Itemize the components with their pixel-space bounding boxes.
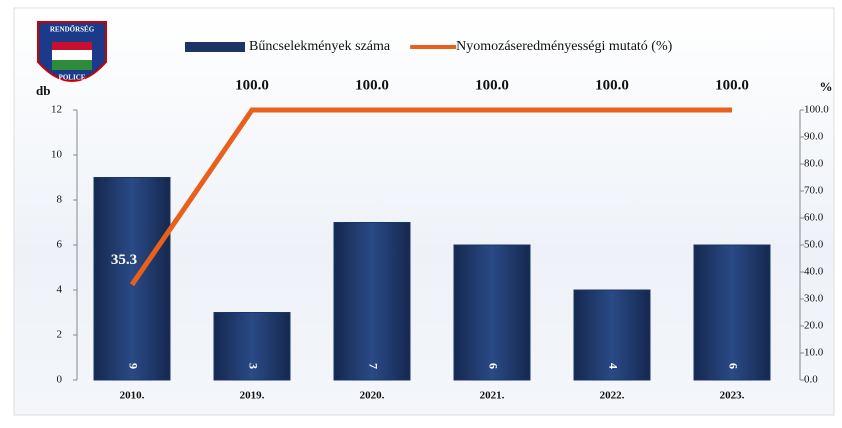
y2-tick-label: 70.0 xyxy=(804,185,824,197)
y-tick-label: 2 xyxy=(57,329,63,341)
line-value-label: 100.0 xyxy=(235,77,269,93)
x-tick-label: 2019. xyxy=(240,390,265,402)
bar xyxy=(213,312,291,381)
x-tick-label: 2023. xyxy=(720,390,745,402)
line-value-label: 100.0 xyxy=(355,77,389,93)
bar xyxy=(573,289,651,381)
bar-value-label: 4 xyxy=(606,363,620,369)
logo-text: POLICE xyxy=(59,74,86,82)
y-tick-label: 0 xyxy=(57,374,63,386)
y-tick-label: 8 xyxy=(57,194,63,206)
bar xyxy=(693,244,771,381)
y-tick-label: 4 xyxy=(57,284,63,296)
line-value-label: 35.3 xyxy=(111,252,137,268)
bar xyxy=(333,222,411,381)
line xyxy=(129,107,732,287)
bar-value-label: 6 xyxy=(486,363,500,369)
x-tick-label: 2020. xyxy=(360,390,385,402)
bar-value-label: 6 xyxy=(726,363,740,369)
y-axis-label: db xyxy=(36,83,50,98)
x-tick-label: 2010. xyxy=(120,390,145,402)
line-value-label: 100.0 xyxy=(475,77,509,93)
legend-swatch xyxy=(410,45,457,49)
y2-tick-label: 100.0 xyxy=(804,104,829,116)
x-tick-label: 2022. xyxy=(600,390,625,402)
legend-swatch xyxy=(185,42,245,52)
bar-value-label: 9 xyxy=(126,363,140,369)
y2-tick-label: 90.0 xyxy=(804,131,824,143)
y2-axis-label: % xyxy=(820,79,833,94)
y2-tick-label: 80.0 xyxy=(804,158,824,170)
bar-value-label: 3 xyxy=(246,363,260,369)
y2-tick-label: 30.0 xyxy=(804,293,824,305)
line-value-label: 100.0 xyxy=(715,77,749,93)
y-tick-label: 6 xyxy=(57,239,63,251)
logo-text: RENDŐRSÉG xyxy=(50,26,95,34)
y2-tick-label: 10.0 xyxy=(804,347,824,359)
legend-label: Bűncselekmények száma xyxy=(249,39,391,54)
bar xyxy=(453,244,531,381)
legend-label: Nyomozáseredményességi mutató (%) xyxy=(456,39,672,54)
y2-tick-label: 20.0 xyxy=(804,320,824,332)
y2-tick-label: 40.0 xyxy=(804,266,824,278)
logo: RENDŐRSÉG POLICE xyxy=(37,21,107,82)
y2-tick-label: 50.0 xyxy=(804,239,824,251)
bar xyxy=(93,177,171,381)
y2-tick-label: 0.0 xyxy=(804,374,818,386)
x-tick-label: 2021. xyxy=(480,390,505,402)
y-tick-label: 10 xyxy=(51,149,63,161)
bar-value-label: 7 xyxy=(366,363,380,369)
line-value-label: 100.0 xyxy=(595,77,629,93)
y2-tick-label: 60.0 xyxy=(804,212,824,224)
y-tick-label: 12 xyxy=(51,104,62,116)
